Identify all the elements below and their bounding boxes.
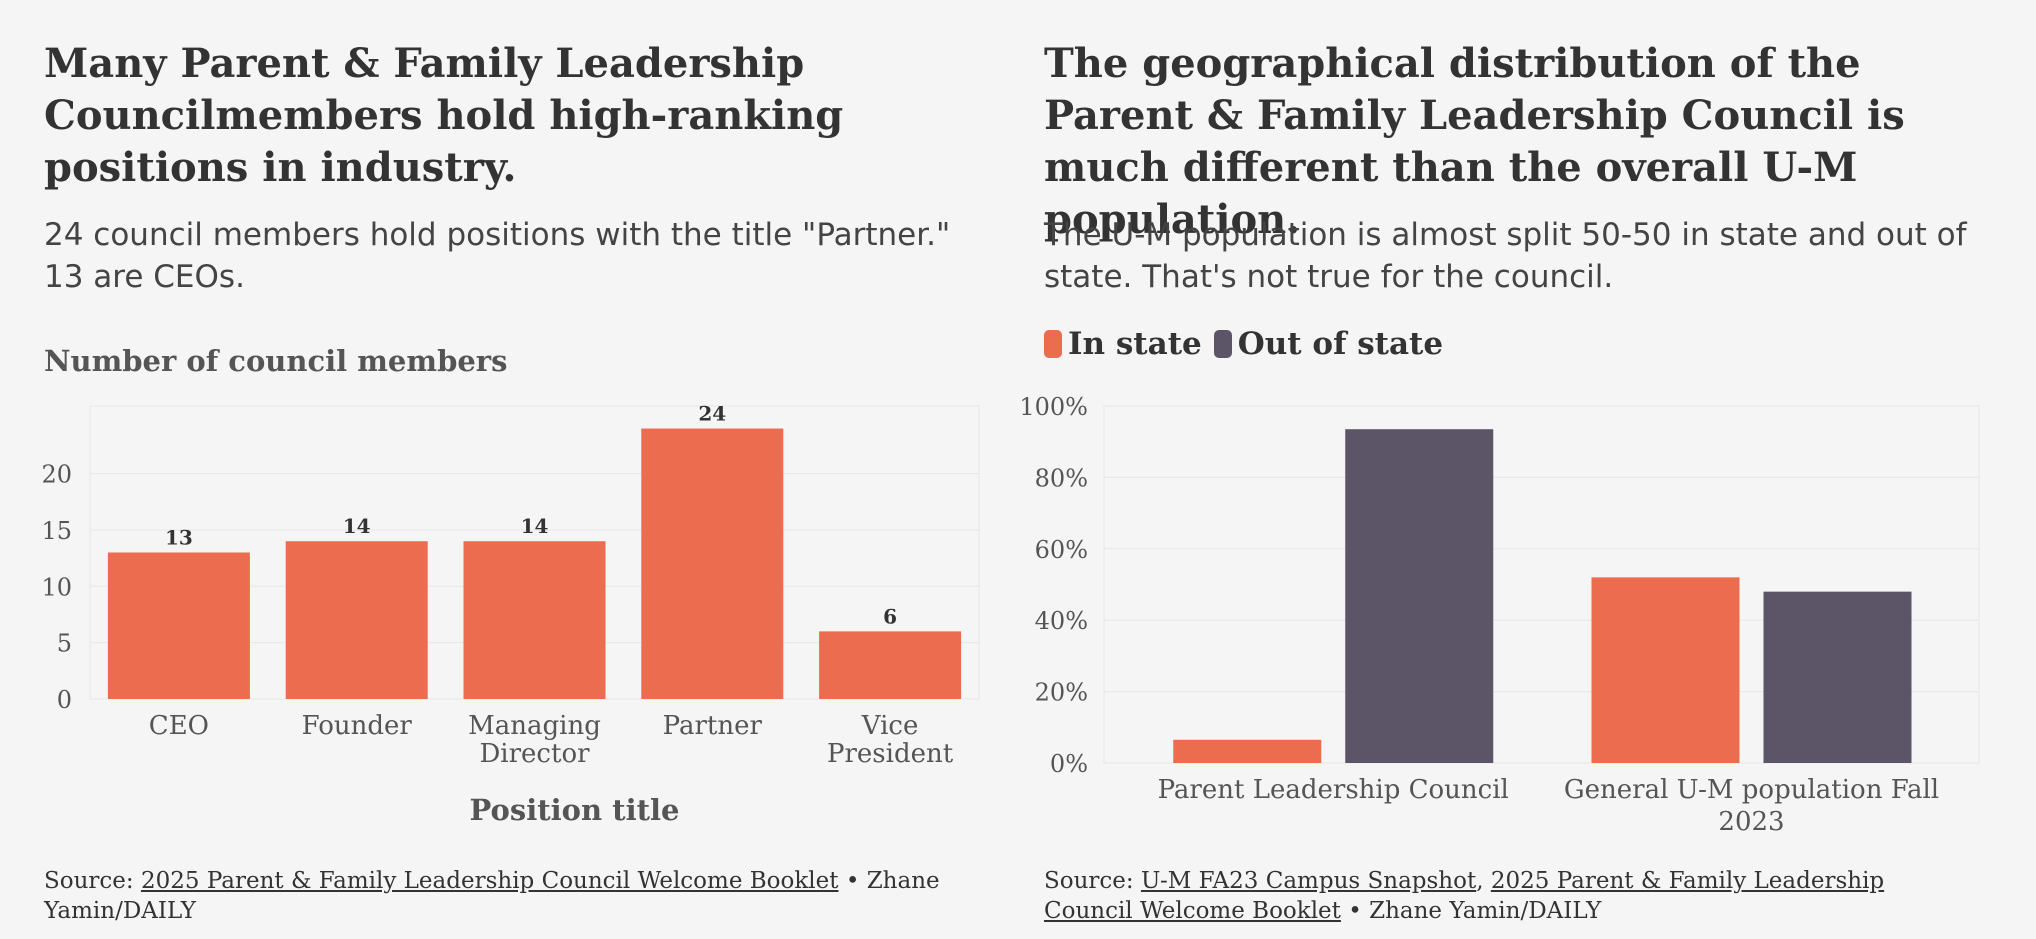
plot-area-frame xyxy=(1103,405,1980,764)
y-tick-label: 40% xyxy=(1035,607,1088,635)
y-tick-label: 20% xyxy=(1035,679,1088,707)
bar-partner xyxy=(641,428,784,699)
y-tick-label: 10 xyxy=(41,573,72,601)
y-tick-label: 15 xyxy=(41,517,72,545)
right-source-separator: , xyxy=(1476,868,1491,894)
left-y-axis-heading: Number of council members xyxy=(44,344,508,378)
right-source-prefix: Source: xyxy=(1044,868,1141,894)
legend-label-in-state: In state xyxy=(1068,326,1202,362)
bar-out-of-state-parent-leadership-council xyxy=(1345,429,1494,763)
value-label-partner: 24 xyxy=(698,402,726,426)
left-chart-subtitle: 24 council members hold positions with t… xyxy=(44,217,951,295)
y-tick-label: 20 xyxy=(41,461,72,489)
y-tick-label: 80% xyxy=(1035,464,1088,492)
left-source-note: Source: 2025 Parent & Family Leadership … xyxy=(44,866,944,926)
bar-in-state-general-u-m-population-fall-2023 xyxy=(1591,577,1740,763)
bar-ceo xyxy=(107,552,250,699)
legend: In state Out of state xyxy=(1044,326,1455,362)
bar-founder xyxy=(285,541,428,699)
left-source-credit: • Zhane Yamin/DAILY xyxy=(44,868,940,924)
value-label-founder: 14 xyxy=(343,514,371,538)
y-tick-label: 60% xyxy=(1035,536,1088,564)
right-panel: The geographical distribution of the Par… xyxy=(1019,0,1994,939)
right-chart-subtitle: The U-M population is almost split 50-50… xyxy=(1044,217,1967,295)
x-tick-label-partner: Partner xyxy=(663,711,763,741)
x-axis-title: Position title xyxy=(470,793,680,827)
y-tick-label: 0 xyxy=(57,686,72,714)
x-tick-label-parent-leadership-council: Parent Leadership Council xyxy=(1158,775,1509,805)
position-title-bar-chart: 0 5 10 15 20 13 CEO 14 Founder 14 Managing Director… xyxy=(41,402,980,827)
left-panel: Many Parent & Family Leadership Councilm… xyxy=(41,0,994,939)
left-source-prefix: Source: xyxy=(44,868,141,894)
y-tick-label: 100% xyxy=(1019,393,1088,421)
x-tick-label-managing-director: Managing Director xyxy=(468,711,601,769)
right-source-credit: • Zhane Yamin/DAILY xyxy=(1340,898,1602,924)
right-chart-title: The geographical distribution of the Par… xyxy=(1044,40,1905,243)
out-of-state-swatch xyxy=(1213,330,1232,358)
bar-vice-president xyxy=(819,631,962,699)
x-tick-label-general-u-m-population-fall-2023: General U-M population Fall 2023 xyxy=(1564,775,1939,837)
left-chart-title: Many Parent & Family Leadership Councilm… xyxy=(44,40,844,191)
value-label-vice-president: 6 xyxy=(883,604,897,628)
y-tick-label: 5 xyxy=(57,630,72,658)
right-source-link-snapshot[interactable]: U-M FA23 Campus Snapshot xyxy=(1140,868,1477,894)
in-state-swatch xyxy=(1044,330,1062,358)
x-tick-label-founder: Founder xyxy=(302,711,413,741)
x-tick-label-ceo: CEO xyxy=(149,711,209,741)
right-source-link-booklet[interactable]: 2025 Parent & Family Leadership Council … xyxy=(1044,868,1885,924)
bar-managing-director xyxy=(463,541,606,699)
bar-in-state-parent-leadership-council xyxy=(1173,739,1322,763)
value-label-managing-director: 14 xyxy=(521,514,549,538)
bar-out-of-state-general-u-m-population-fall-2023 xyxy=(1763,591,1912,763)
residency-grouped-bar-chart: 0% 20% 40% 60% 80% 100% Parent Leadership Coun… xyxy=(1019,393,1980,837)
legend-label-out-of-state: Out of state xyxy=(1237,326,1444,362)
legend-item-in-state: In state xyxy=(1044,326,1202,362)
value-label-ceo: 13 xyxy=(165,526,193,550)
legend-item-out-of-state: Out of state xyxy=(1213,326,1444,362)
y-tick-label: 0% xyxy=(1050,750,1088,778)
left-source-link-booklet[interactable]: 2025 Parent & Family Leadership Council … xyxy=(140,868,839,894)
right-source-note: Source: U-M FA23 Campus Snapshot, 2025 P… xyxy=(1044,866,1944,926)
x-tick-label-vice-president: Vice President xyxy=(827,711,954,769)
